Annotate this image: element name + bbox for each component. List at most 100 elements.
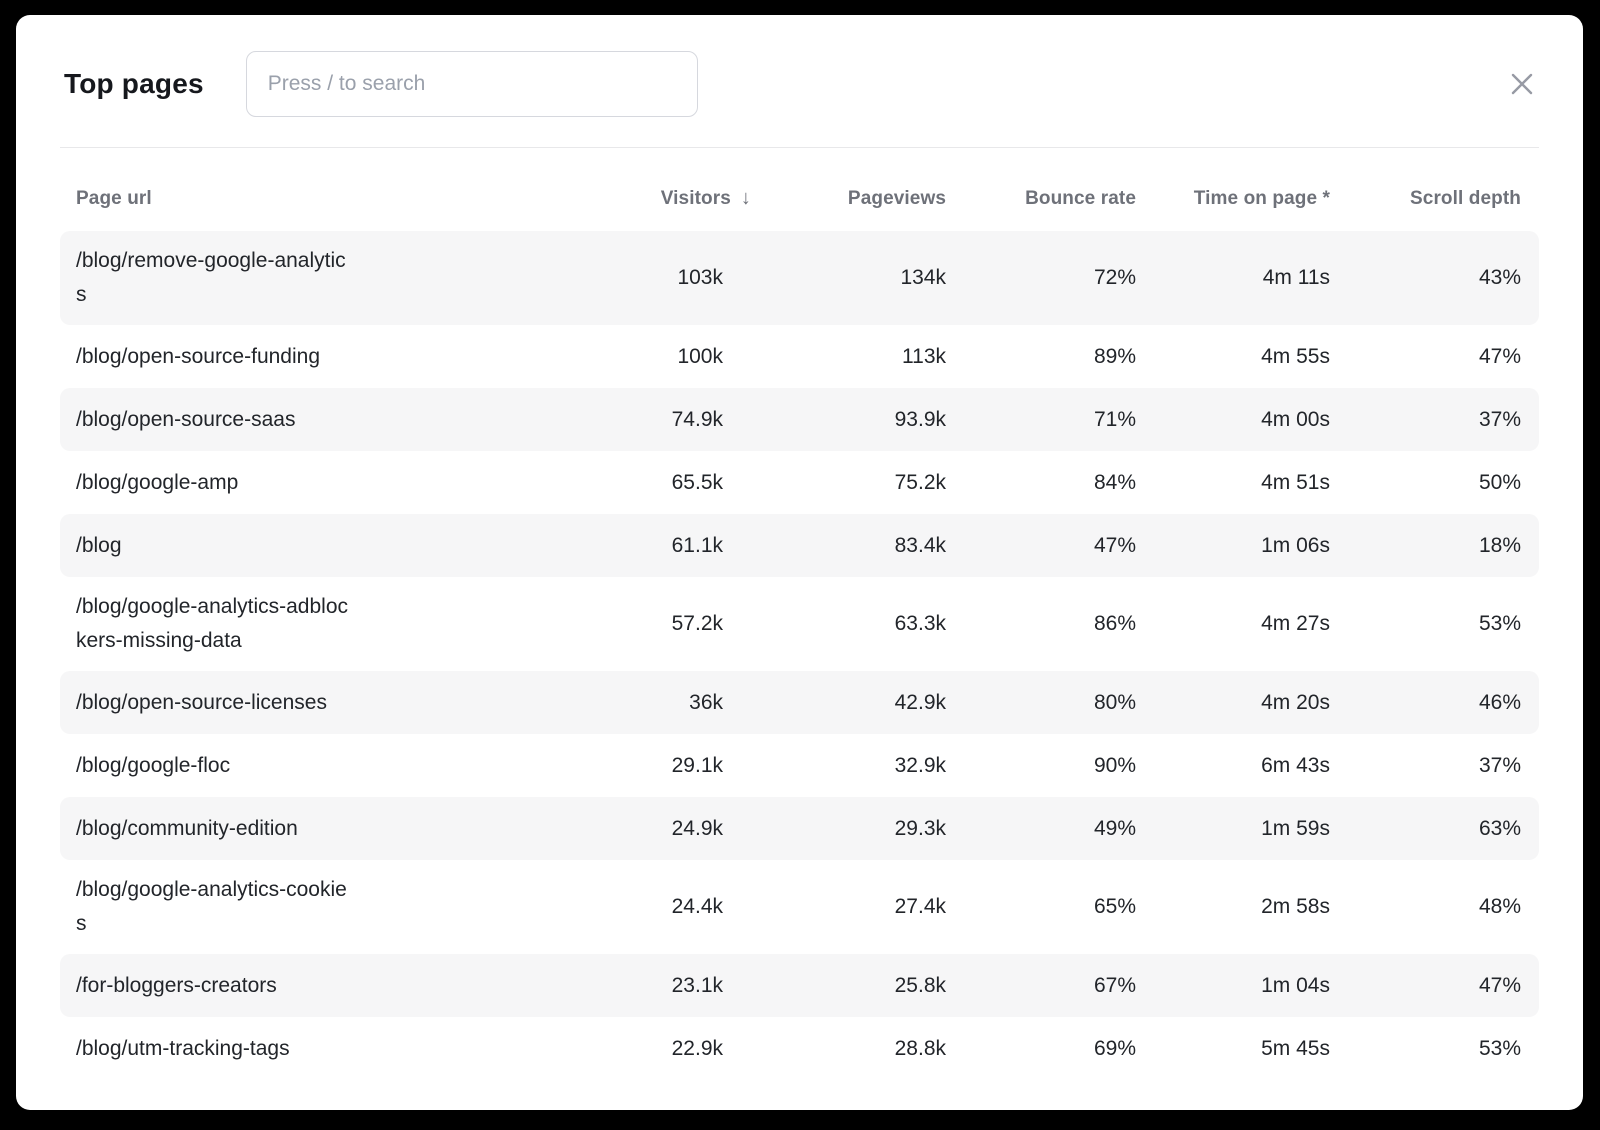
bounce-rate-value: 69% [1093, 1036, 1136, 1060]
bounce-rate-value: 67% [1093, 973, 1136, 997]
table-row: /blog/google-analytics-adblockers-missin… [60, 577, 1539, 671]
table-row: /blog/open-source-saas 74.9k 93.9k 71% 4… [60, 388, 1539, 451]
scroll-depth-value: 53% [1478, 1036, 1521, 1060]
table-header-row: Page url Visitors ↓ Pageviews Bounce rat… [60, 148, 1539, 231]
bounce-rate-value: 90% [1093, 753, 1136, 777]
visitors-value: 100k [677, 344, 723, 368]
scroll-depth-value: 46% [1478, 690, 1521, 714]
bounce-rate-value: 80% [1093, 690, 1136, 714]
page-url-link[interactable]: /blog/community-edition [76, 816, 298, 840]
visitors-value: 29.1k [671, 753, 723, 777]
table-row: /blog/open-source-licenses 36k 42.9k 80%… [60, 671, 1539, 734]
column-header-time-on-page[interactable]: Time on page * [1193, 188, 1330, 209]
header-divider [60, 147, 1539, 148]
time-on-page-value: 6m 43s [1261, 753, 1330, 777]
page-url-link[interactable]: /blog/google-analytics-adblockers-missin… [76, 595, 349, 652]
pageviews-value: 75.2k [894, 470, 946, 494]
table-row: /blog/community-edition 24.9k 29.3k 49% … [60, 797, 1539, 860]
pageviews-value: 29.3k [894, 816, 946, 840]
time-on-page-value: 5m 45s [1261, 1036, 1330, 1060]
visitors-value: 24.4k [671, 895, 723, 918]
table-row: /for-bloggers-creators 23.1k 25.8k 67% 1… [60, 954, 1539, 1017]
scroll-depth-value: 18% [1478, 533, 1521, 557]
time-on-page-value: 4m 11s [1262, 266, 1330, 289]
table-row: /blog/google-analytics-cookies 24.4k 27.… [60, 860, 1539, 954]
page-url-link[interactable]: /blog/utm-tracking-tags [76, 1036, 290, 1060]
page-url-link[interactable]: /blog/open-source-saas [76, 407, 296, 431]
visitors-value: 57.2k [671, 612, 723, 635]
table-row: /blog 61.1k 83.4k 47% 1m 06s 18% [60, 514, 1539, 577]
bounce-rate-value: 84% [1093, 470, 1136, 494]
time-on-page-value: 2m 58s [1261, 895, 1330, 918]
time-on-page-value: 1m 04s [1261, 973, 1330, 997]
pageviews-value: 27.4k [894, 895, 946, 918]
page-url-cell: /blog/google-analytics-adblockers-missin… [76, 590, 426, 658]
page-url-cell: /blog/google-analytics-cookies [76, 873, 426, 941]
time-on-page-value: 4m 00s [1261, 407, 1330, 431]
page-url-link[interactable]: /blog/remove-google-analytics [76, 249, 346, 306]
scroll-depth-value: 47% [1478, 344, 1521, 368]
table-body[interactable]: /blog/remove-google-analytics 103k 134k … [60, 231, 1539, 1073]
scroll-depth-value: 43% [1478, 266, 1521, 289]
scroll-depth-value: 63% [1478, 816, 1521, 840]
pageviews-value: 28.8k [894, 1036, 946, 1060]
page-url-link[interactable]: /blog [76, 533, 122, 557]
scroll-depth-value: 37% [1478, 753, 1521, 777]
column-header-bounce-rate[interactable]: Bounce rate [1025, 188, 1136, 209]
bounce-rate-value: 86% [1093, 612, 1136, 635]
time-on-page-value: 4m 20s [1261, 690, 1330, 714]
page-url-cell: /blog/google-amp [76, 466, 426, 500]
modal-header: Top pages [16, 15, 1583, 117]
bounce-rate-value: 49% [1093, 816, 1136, 840]
page-url-link[interactable]: /blog/google-floc [76, 753, 231, 777]
page-url-link[interactable]: /blog/google-amp [76, 470, 239, 494]
bounce-rate-value: 72% [1093, 266, 1136, 289]
time-on-page-value: 1m 59s [1261, 816, 1330, 840]
table-row: /blog/google-floc 29.1k 32.9k 90% 6m 43s… [60, 734, 1539, 797]
column-header-page-url[interactable]: Page url [76, 188, 152, 209]
scroll-depth-value: 37% [1478, 407, 1521, 431]
pageviews-value: 63.3k [894, 612, 946, 635]
pageviews-value: 42.9k [894, 690, 946, 714]
time-on-page-value: 4m 27s [1261, 612, 1330, 635]
pageviews-value: 93.9k [894, 407, 946, 431]
visitors-value: 24.9k [671, 816, 723, 840]
pageviews-value: 32.9k [894, 753, 946, 777]
column-header-visitors[interactable]: Visitors ↓ [426, 187, 751, 210]
page-url-cell: /for-bloggers-creators [76, 969, 426, 1003]
time-on-page-value: 4m 55s [1261, 344, 1330, 368]
page-url-link[interactable]: /blog/open-source-funding [76, 344, 321, 368]
visitors-value: 103k [677, 266, 723, 289]
visitors-value: 61.1k [671, 533, 723, 557]
scroll-depth-value: 53% [1478, 612, 1521, 635]
bounce-rate-value: 89% [1093, 344, 1136, 368]
page-title: Top pages [64, 68, 204, 99]
visitors-value: 65.5k [671, 470, 723, 494]
visitors-value: 23.1k [671, 973, 723, 997]
bounce-rate-value: 71% [1093, 407, 1136, 431]
page-url-cell: /blog/utm-tracking-tags [76, 1032, 426, 1066]
page-url-link[interactable]: /blog/open-source-licenses [76, 690, 327, 714]
pageviews-value: 25.8k [894, 973, 946, 997]
time-on-page-value: 4m 51s [1261, 470, 1330, 494]
scroll-depth-value: 48% [1478, 895, 1521, 918]
pageviews-value: 134k [900, 266, 946, 289]
visitors-value: 36k [689, 690, 723, 714]
table-row: /blog/open-source-funding 100k 113k 89% … [60, 325, 1539, 388]
time-on-page-value: 1m 06s [1261, 533, 1330, 557]
column-header-scroll-depth[interactable]: Scroll depth [1410, 188, 1521, 209]
scroll-depth-value: 47% [1478, 973, 1521, 997]
column-header-pageviews[interactable]: Pageviews [847, 188, 946, 209]
page-url-cell: /blog/google-floc [76, 749, 426, 783]
pageviews-value: 113k [902, 344, 946, 368]
top-pages-modal: Top pages Page url Visitors ↓ Pageviews … [16, 15, 1583, 1110]
page-url-cell: /blog/remove-google-analytics [76, 244, 426, 312]
page-url-link[interactable]: /for-bloggers-creators [76, 973, 277, 997]
page-url-link[interactable]: /blog/google-analytics-cookies [76, 878, 347, 935]
search-input[interactable] [245, 51, 698, 117]
bounce-rate-value: 47% [1093, 533, 1136, 557]
close-button[interactable] [1505, 67, 1539, 101]
column-header-visitors-label: Visitors [660, 187, 731, 209]
visitors-value: 22.9k [671, 1036, 723, 1060]
table-row: /blog/utm-tracking-tags 22.9k 28.8k 69% … [60, 1017, 1539, 1073]
